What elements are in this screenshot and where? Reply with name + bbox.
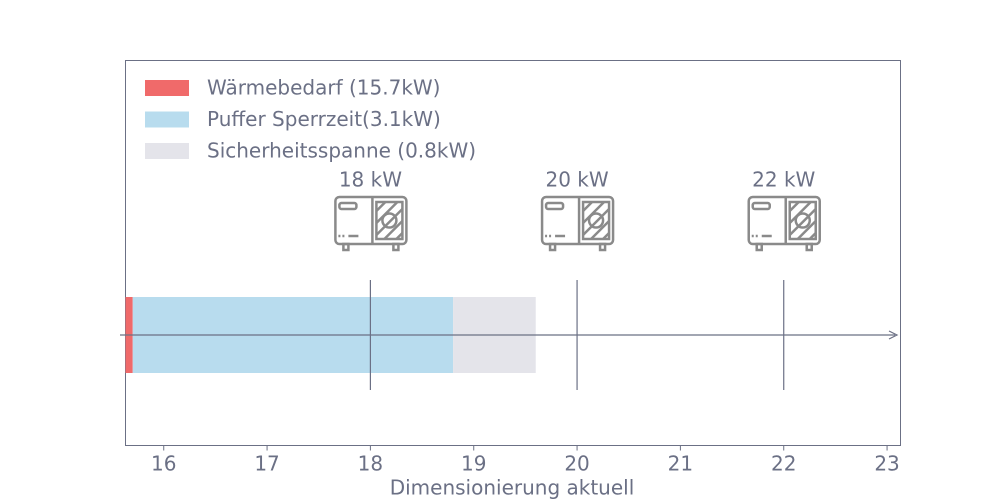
legend-label: Sicherheitsspanne (0.8kW)	[207, 139, 476, 163]
x-axis-label: Dimensionierung aktuell	[390, 476, 635, 500]
marker-label: 22 kW	[752, 168, 815, 192]
marker-label: 18 kW	[339, 168, 402, 192]
arrow-head	[888, 330, 899, 340]
legend-label: Puffer Sperrzeit(3.1kW)	[207, 107, 441, 131]
x-tick-label: 19	[461, 452, 486, 476]
plot-frame	[125, 60, 901, 446]
x-tick-label: 23	[874, 452, 899, 476]
x-tick-label: 16	[151, 452, 176, 476]
x-tick-label: 20	[564, 452, 589, 476]
heat-pump-icon	[334, 195, 408, 252]
legend-swatch	[145, 80, 189, 96]
legend-swatch	[145, 143, 189, 159]
x-tick-label: 22	[771, 452, 796, 476]
x-tick-label: 17	[254, 452, 279, 476]
legend-swatch	[145, 111, 189, 128]
x-tick-label: 18	[358, 452, 383, 476]
heat-pump-icon	[747, 195, 821, 252]
legend-label: Wärmebedarf (15.7kW)	[207, 76, 440, 100]
heat-pump-icon	[540, 195, 615, 252]
marker-label: 20 kW	[545, 168, 608, 192]
x-tick-label: 21	[668, 452, 693, 476]
